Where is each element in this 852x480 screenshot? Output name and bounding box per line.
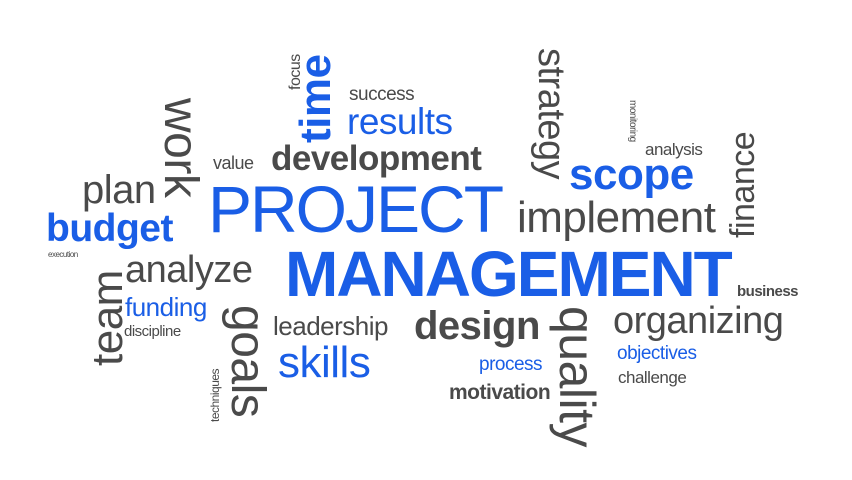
word-goals: goals <box>221 305 274 418</box>
word-analysis: analysis <box>645 140 703 159</box>
word-plan: plan <box>82 168 156 212</box>
word-skills: skills <box>278 338 371 387</box>
word-management: MANAGEMENT <box>285 238 733 310</box>
word-finance: finance <box>724 131 762 238</box>
word-design: design <box>414 304 540 348</box>
word-business: business <box>737 283 799 300</box>
word-work: work <box>154 98 207 198</box>
word-monitoring: monitoring <box>627 100 638 142</box>
word-process: process <box>479 354 543 375</box>
word-results: results <box>347 101 453 142</box>
word-analyze: analyze <box>125 249 253 291</box>
word-project: PROJECT <box>208 172 504 246</box>
word-time: time <box>291 54 340 143</box>
word-motivation: motivation <box>449 381 551 404</box>
word-implement: implement <box>517 193 716 242</box>
word-execution: execution <box>48 250 78 259</box>
word-success: success <box>349 84 415 105</box>
word-discipline: discipline <box>124 323 181 340</box>
word-techniques: techniques <box>208 368 222 422</box>
word-objectives: objectives <box>617 343 697 364</box>
word-funding: funding <box>125 292 207 322</box>
word-strategy: strategy <box>530 48 572 180</box>
word-organizing: organizing <box>613 300 784 342</box>
word-challenge: challenge <box>618 368 687 387</box>
word-development: development <box>271 139 482 178</box>
word-team: team <box>83 270 132 366</box>
word-budget: budget <box>46 207 173 250</box>
word-value: value <box>213 153 254 173</box>
word-scope: scope <box>569 150 694 199</box>
word-leadership: leadership <box>273 311 388 341</box>
word-quality: quality <box>549 306 605 448</box>
